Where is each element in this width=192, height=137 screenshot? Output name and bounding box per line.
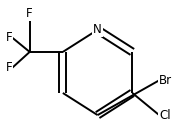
Text: Br: Br [159, 74, 172, 87]
Text: Cl: Cl [159, 109, 171, 122]
Text: N: N [93, 23, 102, 36]
Text: F: F [6, 31, 12, 44]
Text: F: F [6, 61, 12, 74]
Text: F: F [26, 7, 33, 20]
